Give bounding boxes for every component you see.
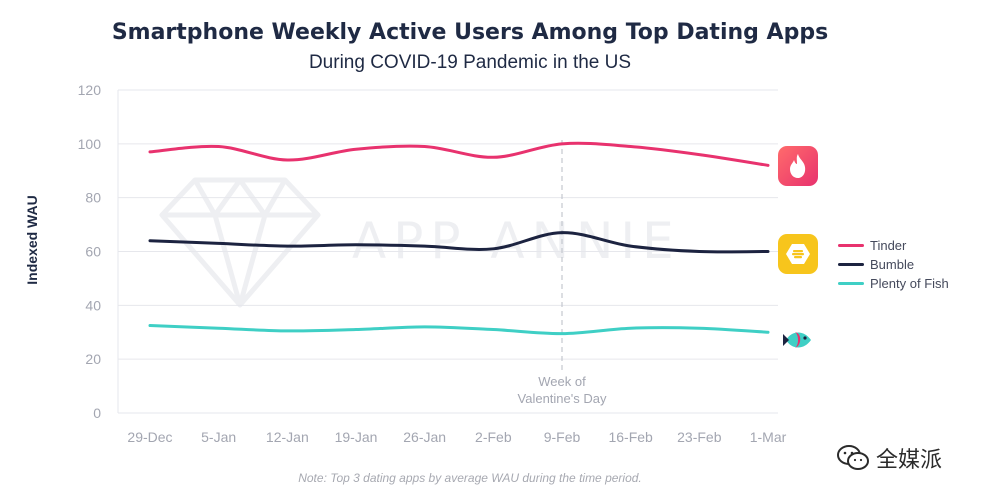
legend-item-bumble: Bumble bbox=[838, 255, 949, 274]
x-tick-label: 9-Feb bbox=[544, 429, 581, 445]
app-annie-watermark: APP ANNIE bbox=[159, 177, 681, 308]
x-tick-label: 23-Feb bbox=[677, 429, 722, 445]
chart-title: Smartphone Weekly Active Users Among Top… bbox=[111, 20, 829, 45]
hexagon-icon bbox=[786, 244, 810, 264]
series-line-plenty-of-fish bbox=[148, 324, 770, 336]
legend-label: Bumble bbox=[870, 257, 915, 272]
x-tick-label: 1-Mar bbox=[750, 429, 787, 445]
brand-watermark: 全媒派 bbox=[836, 442, 942, 474]
legend: Tinder Bumble Plenty of Fish bbox=[838, 236, 949, 293]
y-tick-label: 100 bbox=[78, 136, 102, 152]
tinder-app-icon bbox=[778, 146, 818, 186]
brand-name: 全媒派 bbox=[876, 447, 943, 472]
diamond-logo-icon bbox=[159, 177, 321, 308]
x-tick-label: 12-Jan bbox=[266, 429, 309, 445]
y-tick-label: 60 bbox=[85, 244, 101, 260]
watermark-text: APP ANNIE bbox=[352, 212, 681, 270]
x-tick-label: 26-Jan bbox=[403, 429, 446, 445]
y-tick-label: 40 bbox=[85, 297, 101, 313]
y-tick-label: 0 bbox=[93, 405, 101, 421]
x-tick-label: 2-Feb bbox=[475, 429, 512, 445]
y-tick-label: 120 bbox=[78, 82, 102, 98]
x-tick-label: 16-Feb bbox=[608, 429, 653, 445]
legend-label: Plenty of Fish bbox=[870, 276, 949, 291]
footnote: Note: Top 3 dating apps by average WAU d… bbox=[298, 471, 642, 485]
x-tick-label: 19-Jan bbox=[335, 429, 378, 445]
x-tick-label: 29-Dec bbox=[127, 429, 172, 445]
bumble-app-icon bbox=[778, 234, 818, 274]
fish-icon bbox=[783, 332, 811, 348]
legend-item-plenty-of-fish: Plenty of Fish bbox=[838, 274, 949, 293]
y-axis-label: Indexed WAU bbox=[24, 195, 40, 284]
legend-item-tinder: Tinder bbox=[838, 236, 949, 255]
y-tick-label: 20 bbox=[85, 351, 101, 367]
y-axis-ticks: 0 20 40 60 80 100 120 bbox=[78, 82, 102, 421]
x-tick-label: 5-Jan bbox=[201, 429, 236, 445]
flame-icon bbox=[790, 154, 806, 178]
legend-label: Tinder bbox=[870, 238, 907, 253]
x-axis-ticks: 29-Dec 5-Jan 12-Jan 19-Jan 26-Jan 2-Feb 9-Feb 1… bbox=[127, 429, 786, 445]
legend-swatch-tinder bbox=[838, 244, 864, 247]
wechat-icon bbox=[837, 445, 869, 470]
series-lines bbox=[148, 141, 770, 336]
annotation-text: Valentine's Day bbox=[518, 391, 607, 406]
plenty-of-fish-app-icon bbox=[782, 325, 816, 355]
grid-lines bbox=[117, 89, 778, 414]
chart-subtitle: During COVID-19 Pandemic in the US bbox=[308, 52, 632, 73]
legend-swatch-bumble bbox=[838, 263, 864, 266]
legend-swatch-plenty-of-fish bbox=[838, 282, 864, 285]
series-line-bumble bbox=[148, 231, 770, 254]
valentines-annotation: Week of Valentine's Day bbox=[518, 140, 607, 406]
y-tick-label: 80 bbox=[85, 190, 101, 206]
series-line-tinder bbox=[148, 141, 770, 167]
annotation-text: Week of bbox=[538, 374, 586, 389]
